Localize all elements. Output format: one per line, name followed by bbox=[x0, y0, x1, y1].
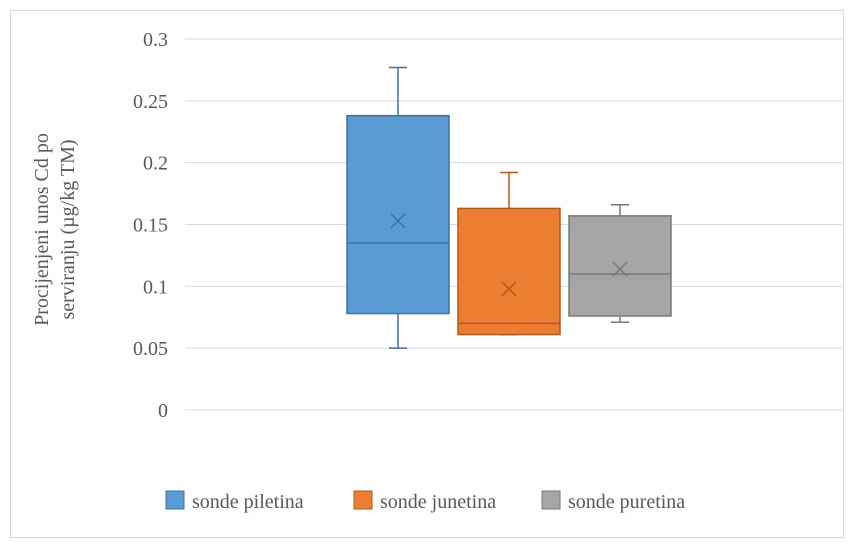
box-1 bbox=[346, 66, 450, 349]
y-axis-label-line-2: serviranju (µg/kg TM) bbox=[57, 139, 79, 319]
legend-swatch bbox=[353, 490, 373, 510]
legend-entry-1: sonde piletina bbox=[165, 490, 304, 513]
box-2 bbox=[457, 171, 561, 336]
y-tick-labels: 0 0.05 0.1 0.15 0.2 0.25 0.3 bbox=[133, 29, 168, 422]
legend-entry-2: sonde junetina bbox=[353, 490, 496, 513]
mean-marker bbox=[501, 281, 517, 297]
y-tick-label: 0.25 bbox=[133, 91, 168, 113]
y-tick-label: 0.1 bbox=[143, 276, 168, 298]
boxes-layer bbox=[346, 66, 672, 349]
mean-marker bbox=[390, 213, 406, 229]
grid-layer bbox=[185, 38, 842, 411]
y-axis-label-line-1: Procijenjeni unos Cd po bbox=[31, 133, 53, 326]
y-tick-label: 0.15 bbox=[133, 215, 168, 237]
legend-swatch bbox=[541, 490, 561, 510]
y-tick-label: 0.05 bbox=[133, 338, 168, 360]
legend-label: sonde junetina bbox=[380, 491, 496, 513]
box-body bbox=[568, 215, 672, 317]
legend-entry-3: sonde puretina bbox=[541, 490, 685, 513]
box-body bbox=[346, 114, 450, 315]
y-tick-label: 0.3 bbox=[143, 29, 168, 51]
legend: sonde piletina sonde junetina sonde pureti… bbox=[165, 490, 685, 513]
legend-label: sonde puretina bbox=[568, 491, 685, 513]
legend-swatch bbox=[165, 490, 185, 510]
y-tick-label: 0 bbox=[158, 400, 168, 422]
chart-frame bbox=[10, 10, 844, 538]
y-tick-label: 0.2 bbox=[143, 153, 168, 175]
legend-label: sonde piletina bbox=[192, 491, 304, 513]
box-3 bbox=[568, 203, 672, 323]
box-body bbox=[457, 207, 561, 336]
mean-marker bbox=[612, 261, 628, 277]
